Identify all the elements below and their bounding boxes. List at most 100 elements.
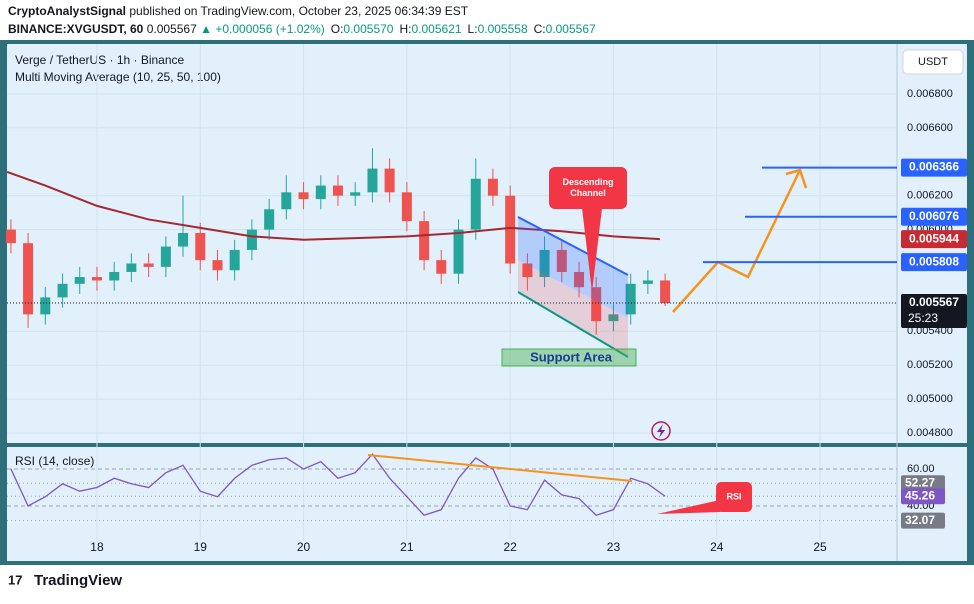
rsi-badge-label: 52.27: [905, 475, 935, 489]
candle-body: [350, 192, 361, 196]
price-pane: [7, 44, 967, 443]
channel-label: Descending Channel: [562, 177, 613, 198]
candle-body: [660, 280, 671, 303]
rsi-line: [10, 453, 666, 516]
candle-body: [367, 168, 378, 193]
price-badge: [901, 293, 967, 328]
candle-body: [178, 232, 189, 247]
rsi-badge: [901, 475, 945, 492]
x-tick-label: 23: [607, 540, 621, 554]
candle-body: [246, 229, 257, 250]
candle-body: [505, 195, 516, 264]
candle-body: [315, 185, 326, 200]
header-line-1: CryptoAnalystSignal published on Trading…: [8, 4, 469, 18]
price-badge: [901, 158, 967, 177]
rsi-tick-label: 60.00: [907, 463, 935, 475]
candle-body: [109, 271, 120, 281]
candle-body: [212, 260, 223, 271]
chart-title: Verge / TetherUS · 1h · Binance: [15, 53, 185, 67]
candle-body: [23, 243, 34, 315]
ohlc-label: C:: [534, 22, 546, 36]
price-badge-label: 0.006076: [909, 209, 959, 223]
rsi-callout: [716, 482, 752, 512]
channel-bottom-line: [517, 291, 629, 358]
currency[interactable]: USDT: [918, 56, 948, 68]
symbol: BINANCE:XVGUSDT, 60: [8, 22, 144, 36]
price-badge-label: 0.005808: [909, 254, 959, 268]
channel-callout: [549, 167, 627, 209]
candle-body: [195, 232, 206, 261]
candle-body: [264, 209, 275, 230]
x-tick-label: 21: [400, 540, 414, 554]
rsi-callout-label: RSI: [726, 491, 741, 501]
chart-subtitle: Multi Moving Average (10, 25, 50, 100): [15, 70, 221, 84]
y-tick-label: 0.006200: [907, 190, 953, 202]
ohlc: O:0.005570 H:0.005621 L:0.005558 C:0.005567: [331, 22, 596, 36]
x-tick-label: 24: [710, 540, 724, 554]
projection-arrow: [672, 169, 802, 313]
ohlc-value: 0.005567: [546, 22, 596, 36]
candle-body: [625, 283, 636, 315]
ohlc-label: O:: [331, 22, 344, 36]
candle-body: [40, 297, 51, 315]
candle-body: [5, 229, 16, 244]
published: published on TradingView.com, October 23…: [129, 4, 468, 18]
rsi-badge: [901, 488, 945, 505]
footer: [0, 565, 974, 599]
logo: TradingView: [34, 572, 122, 589]
candle-body: [470, 178, 481, 230]
price-badge-label: 0.005567: [909, 295, 959, 309]
ohlc-value: 0.005621: [411, 22, 461, 36]
candle-body: [160, 246, 171, 267]
candle-body: [556, 249, 567, 272]
candle-body: [539, 249, 550, 278]
arrow-head: [785, 168, 808, 189]
price-badge-label: 0.006366: [909, 160, 959, 174]
currency-button[interactable]: [902, 49, 964, 75]
candle-body: [332, 185, 343, 196]
candle-body: [436, 260, 447, 274]
ohlc-value: 0.005570: [343, 22, 393, 36]
candle-body: [453, 229, 464, 274]
candle-body: [281, 192, 292, 210]
x-tick-label: 22: [503, 540, 517, 554]
candle-body: [298, 192, 309, 200]
bolt-icon[interactable]: [651, 421, 671, 441]
x-tick-label: 19: [194, 540, 208, 554]
rsi-pointer: [657, 500, 720, 514]
candle-body: [522, 263, 533, 278]
logo-mark: 17: [8, 572, 22, 587]
price-badge-label: 0.005944: [909, 231, 959, 245]
y-tick-label: 0.005400: [907, 325, 953, 337]
candle-body: [608, 314, 619, 322]
support-label: Support Area: [530, 349, 613, 364]
ohlc-label: L:: [468, 22, 478, 36]
candle-body: [401, 192, 412, 222]
rsi-badge-label: 32.07: [905, 513, 935, 527]
callout-pointer: [582, 208, 602, 292]
rsi-title: RSI (14, close): [15, 454, 94, 468]
candle-body: [591, 287, 602, 322]
moving-average: [6, 171, 660, 241]
last: 0.005567: [147, 22, 197, 36]
x-tick-label: 18: [90, 540, 104, 554]
candle-body: [91, 277, 102, 281]
rsi-badge-label: 45.26: [905, 488, 935, 502]
change-value: +0.000056 (+1.02%): [215, 22, 324, 36]
channel-upper: [518, 217, 628, 318]
candle-body: [487, 178, 498, 196]
header-line-2: BINANCE:XVGUSDT, 60 0.005567 ▲ +0.000056…: [8, 22, 596, 36]
price-badge: [901, 253, 967, 272]
candle-body: [384, 168, 395, 193]
y-tick-label: 0.005000: [907, 393, 953, 405]
rsi-badge: [901, 512, 945, 529]
candle-body: [126, 263, 137, 272]
y-tick-label: 0.006600: [907, 122, 953, 134]
y-tick-label: 0.005200: [907, 359, 953, 371]
y-tick-label: 0.004800: [907, 427, 953, 439]
support-box: [501, 348, 637, 367]
candle-body: [143, 263, 154, 267]
x-tick-label: 20: [297, 540, 311, 554]
